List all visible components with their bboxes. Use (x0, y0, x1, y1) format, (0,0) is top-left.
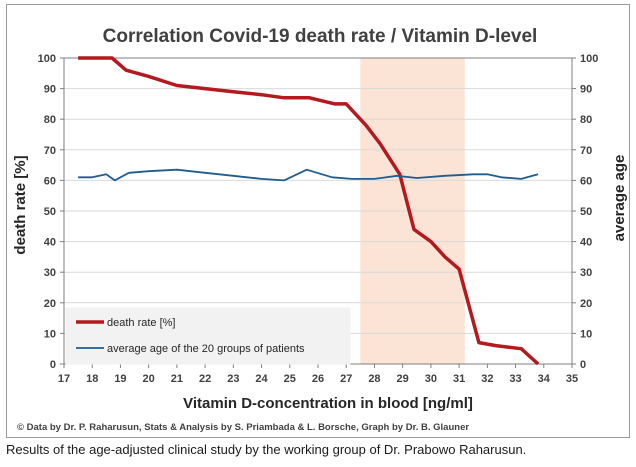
right-tick-label: 50 (580, 206, 592, 218)
left-tick-label: 70 (44, 145, 56, 157)
left-tick-label: 40 (44, 237, 56, 249)
x-tick-label: 17 (58, 373, 70, 385)
series-line-death-rate (78, 56, 540, 366)
right-tick-label: 10 (580, 328, 592, 340)
x-axis-ticks: 17 18 19 20 21 22 23 24 25 26 27 28 29 30 31 32 33 34 35 (58, 364, 578, 385)
left-tick-label: 20 (44, 298, 56, 310)
chart: 0 10 20 30 40 50 60 70 80 90 100 0 10 20 30 40 50 60 70 80… (12, 26, 628, 433)
left-tick-label: 90 (44, 84, 56, 96)
y-axis-label-right: average age (611, 155, 628, 242)
x-tick-label: 29 (397, 373, 409, 385)
left-tick-label: 50 (44, 206, 56, 218)
y-axis-label-left: death rate [%] (12, 155, 29, 254)
right-tick-label: 40 (580, 237, 592, 249)
x-tick-label: 19 (114, 373, 126, 385)
legend: death rate [%] average age of the 20 gro… (65, 307, 351, 365)
right-tick-label: 70 (580, 145, 592, 157)
x-tick-label: 33 (509, 373, 521, 385)
x-tick-label: 30 (425, 373, 437, 385)
left-tick-label: 30 (44, 267, 56, 279)
x-tick-label: 24 (255, 373, 268, 385)
x-tick-label: 35 (566, 373, 578, 385)
x-tick-label: 22 (199, 373, 211, 385)
left-tick-label: 10 (44, 328, 56, 340)
left-tick-label: 80 (44, 114, 56, 126)
x-tick-label: 23 (227, 373, 239, 385)
legend-box (65, 307, 351, 365)
left-tick-label: 100 (38, 53, 56, 65)
right-tick-label: 100 (580, 53, 598, 65)
chart-title: Correlation Covid-19 death rate / Vitami… (103, 26, 538, 47)
caption: Results of the age-adjusted clinical stu… (6, 442, 527, 457)
x-tick-label: 31 (453, 373, 465, 385)
series-lines (78, 56, 540, 366)
x-tick-label: 18 (86, 373, 98, 385)
x-tick-label: 28 (368, 373, 380, 385)
legend-label-average-age: average age of the 20 groups of patients (107, 343, 305, 355)
right-axis-ticks: 0 10 20 30 40 50 60 70 80 90 100 (572, 53, 598, 371)
x-tick-label: 32 (481, 373, 493, 385)
right-tick-label: 20 (580, 298, 592, 310)
right-tick-label: 0 (580, 359, 586, 371)
left-axis-ticks: 0 10 20 30 40 50 60 70 80 90 100 (38, 53, 64, 371)
series-line-average-age (78, 168, 539, 182)
right-tick-label: 30 (580, 267, 592, 279)
x-axis-label: Vitamin D-concentration in blood [ng/ml] (183, 395, 473, 412)
x-tick-label: 25 (284, 373, 296, 385)
legend-label-death-rate: death rate [%] (107, 317, 176, 329)
left-tick-label: 60 (44, 175, 56, 187)
credits: © Data by Dr. P. Raharusun, Stats & Anal… (17, 422, 469, 433)
x-tick-label: 26 (312, 373, 324, 385)
x-tick-label: 27 (340, 373, 352, 385)
x-tick-label: 20 (143, 373, 155, 385)
left-tick-label: 0 (50, 359, 56, 371)
x-tick-label: 34 (538, 373, 551, 385)
x-tick-label: 21 (171, 373, 183, 385)
right-tick-label: 60 (580, 175, 592, 187)
right-tick-label: 90 (580, 84, 592, 96)
right-tick-label: 80 (580, 114, 592, 126)
